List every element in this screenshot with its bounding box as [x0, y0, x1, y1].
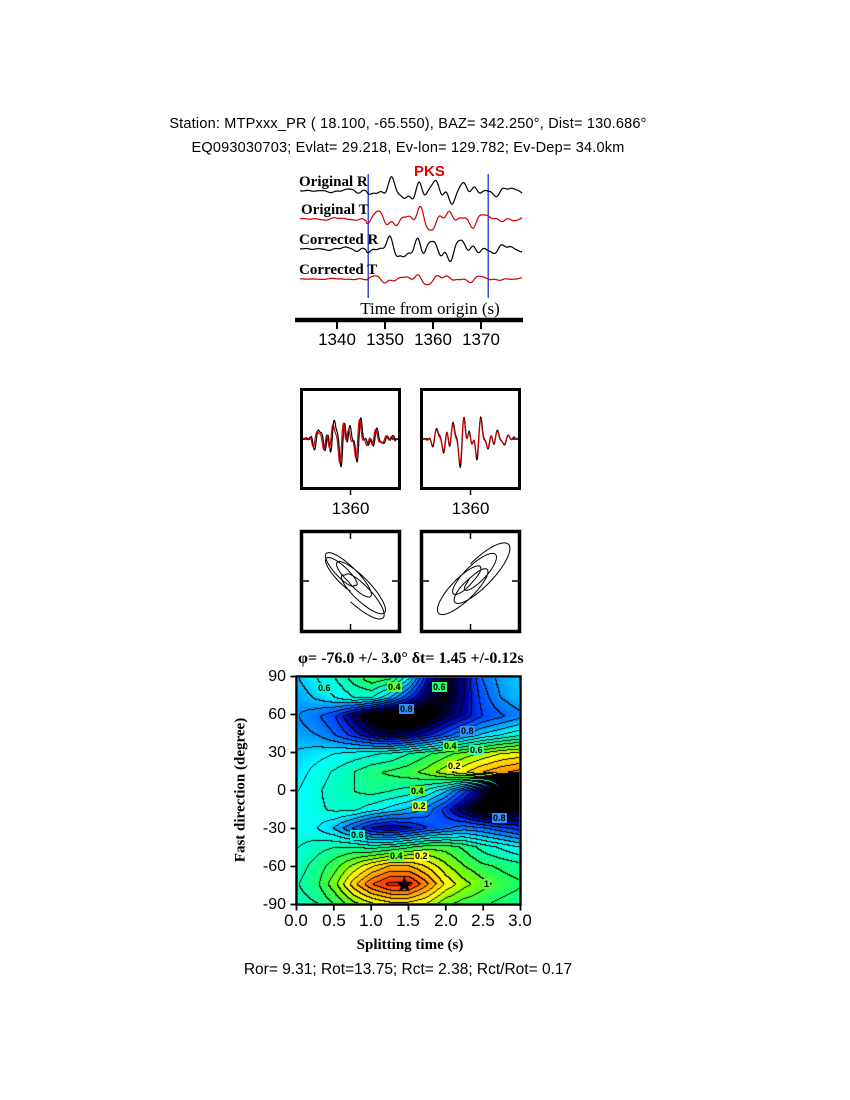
contour-label-0.4: 0.4: [387, 682, 402, 692]
contour-label-0.6: 0.6: [432, 682, 447, 692]
splitting-result-title: φ= -76.0 +/- 3.0° δt= 1.45 +/-0.12s: [298, 650, 524, 667]
particle-motion-curves: [324, 542, 511, 620]
contour-label-0.6: 0.6: [469, 745, 484, 755]
splitting-map-xticks: [295, 904, 522, 911]
contour-label-0.4: 0.4: [389, 851, 404, 861]
time-tick-1370: 1370: [462, 330, 500, 349]
time-axis-label: Time from origin (s): [360, 299, 500, 318]
window-trace-1-t: [423, 417, 517, 465]
seismogram-box-ticks: [302, 438, 519, 495]
contour-label-0.2: 0.2: [412, 801, 427, 811]
particle-motion-box-right: [419, 529, 522, 634]
window-trace-0-r: [303, 417, 397, 468]
trace-label-corrected-r: Corrected R: [299, 232, 379, 248]
contour-label-0.2: 0.2: [447, 761, 462, 771]
xtick-1: 1.0: [359, 911, 383, 930]
quality-stats: Ror= 9.31; Rot=13.75; Rct= 2.38; Rct/Rot…: [243, 961, 573, 978]
ytick-60: 60: [268, 706, 286, 723]
station-header: Station: MTPxxx_PR ( 18.100, -65.550), B…: [169, 116, 647, 132]
ytick-30: 30: [268, 744, 286, 761]
particle-motion-box-left: [299, 529, 402, 634]
ytick-0: 0: [277, 782, 286, 799]
ytick-90: 90: [268, 668, 286, 685]
splitting-map-yticks: [290, 675, 297, 906]
splitting-map-canvas: [298, 678, 519, 903]
trace-original-t: [300, 205, 523, 231]
trace-label-corrected-t: Corrected T: [299, 262, 378, 278]
phase-label: PKS: [414, 163, 445, 180]
xtick-05: 0.5: [322, 911, 346, 930]
box-tick-right: 1360: [451, 499, 490, 518]
contour-label-0.2: 0.2: [414, 851, 429, 861]
time-axis-ticks: [336, 322, 482, 329]
trace-label-original-r: Original R: [299, 174, 368, 190]
xtick-0: 0.0: [284, 911, 308, 930]
contour-label-0.4: 0.4: [410, 786, 425, 796]
xtick-15: 1.5: [396, 911, 420, 930]
contour-label-0.8: 0.8: [460, 726, 475, 736]
trace-label-original-t: Original T: [301, 202, 369, 218]
time-tick-1360: 1360: [414, 330, 452, 349]
contour-label-0.8: 0.8: [492, 813, 507, 823]
contour-label-0.6: 0.6: [350, 830, 365, 840]
particle-motion-ticks: [302, 532, 519, 631]
contour-label-0.8: 0.8: [399, 704, 414, 714]
contour-label-0.4: 0.4: [443, 741, 458, 751]
xtick-25: 2.5: [471, 911, 495, 930]
splitting-time-axis-label: Splitting time (s): [356, 937, 464, 953]
window-trace-0-t: [303, 418, 396, 464]
box-tick-left: 1360: [331, 499, 370, 518]
time-tick-1350: 1350: [366, 330, 404, 349]
trace-original-r: [300, 176, 523, 205]
ytick-m60: -60: [262, 858, 286, 875]
contour-label-1: 1: [483, 879, 491, 889]
event-header: EQ093030703; Evlat= 29.218, Ev-lon= 129.…: [191, 140, 625, 156]
fast-direction-axis-label: Fast direction (degree): [232, 717, 249, 863]
xtick-3: 3.0: [508, 911, 532, 930]
trace-corrected-r: [300, 235, 523, 263]
ytick-m90: -90: [262, 896, 286, 913]
analysis-window-markers: [367, 174, 489, 298]
ytick-m30: -30: [262, 820, 286, 837]
particle-motion-right: [436, 542, 511, 616]
xtick-2: 2.0: [434, 911, 458, 930]
contour-label-0.6: 0.6: [317, 683, 332, 693]
waveform-traces: [300, 176, 523, 286]
trace-corrected-t: [300, 274, 523, 286]
time-tick-1340: 1340: [318, 330, 356, 349]
windowed-waveforms: [303, 416, 517, 469]
particle-motion-left: [324, 552, 387, 620]
